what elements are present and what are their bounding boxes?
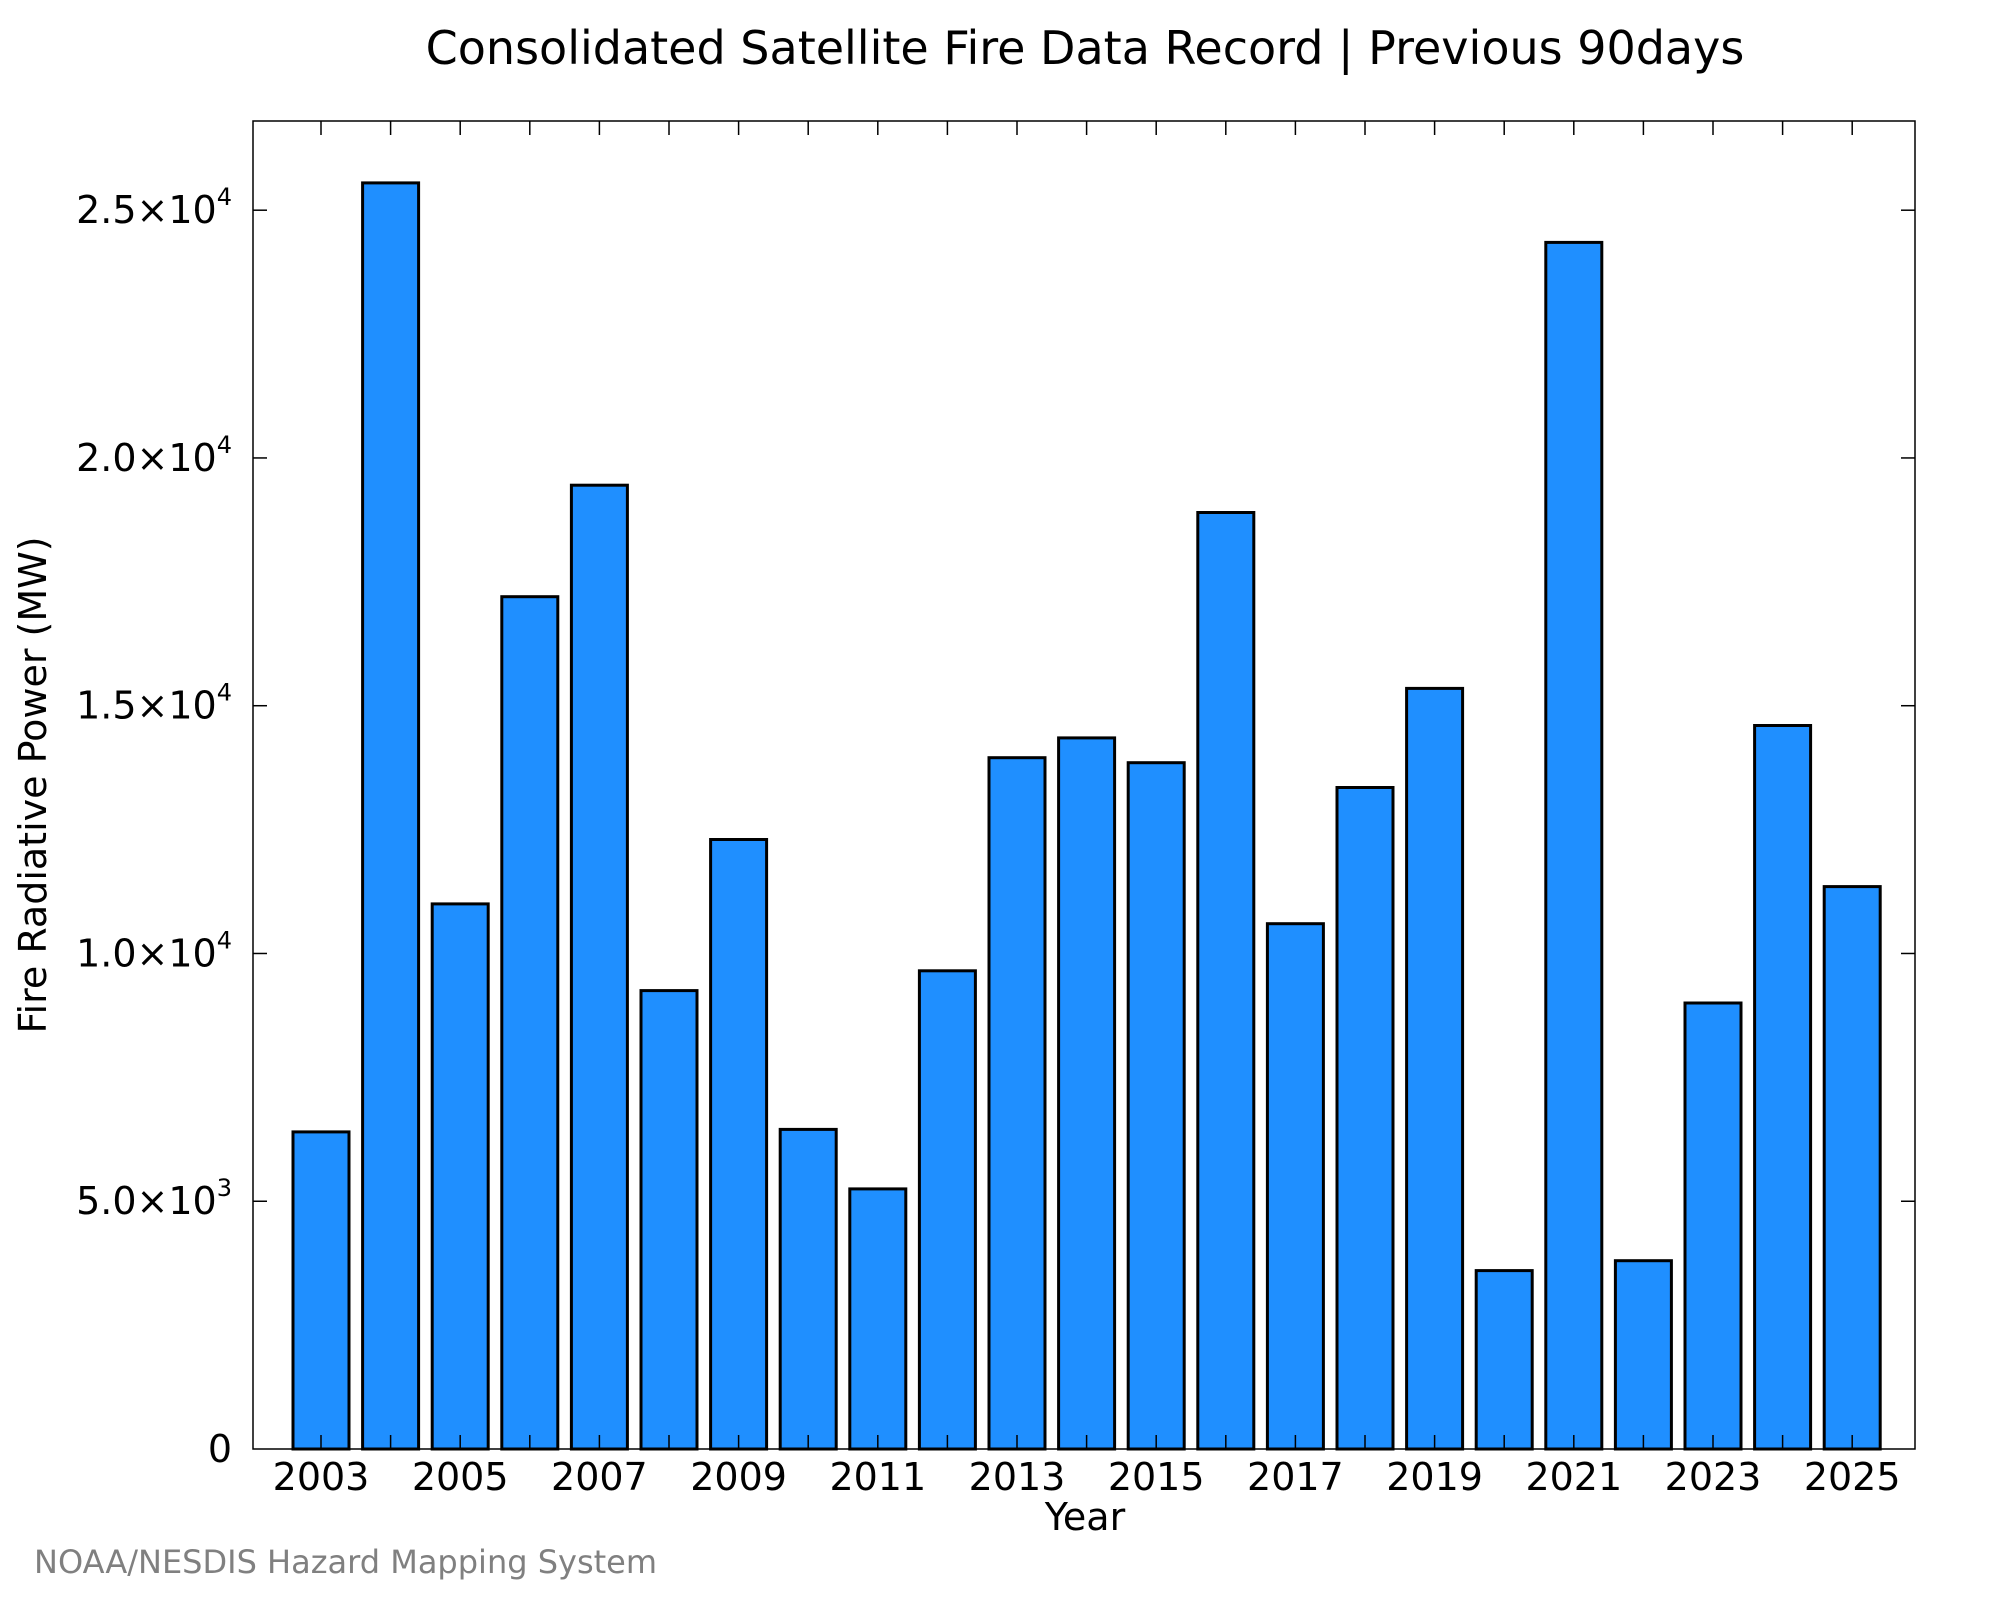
y-tick-label-20000: 2.0×104 [76,431,232,480]
bar-2017 [1265,922,1325,1451]
x-tick-label-2011: 2011 [829,1455,926,1499]
y-axis-label: Fire Radiative Power (MW) [11,536,55,1033]
bar-group [291,181,1882,1451]
x-tick-label-2021: 2021 [1525,1455,1622,1499]
bar-2019 [1405,686,1465,1451]
bar-2025 [1822,885,1882,1451]
y-axis-ticks: 0 5.0×103 1.0×104 1.5×104 2.0×104 2.5×104 [76,183,1915,1471]
bar-2021 [1544,240,1604,1451]
x-axis-ticks: 2003 2005 2007 2009 2011 2013 2015 2017 2019 2021… [273,121,1901,1499]
x-axis-label: Year [1044,1495,1126,1539]
y-tick-label-25000: 2.5×104 [76,183,232,232]
bar-2010 [778,1127,838,1451]
x-tick-label-2005: 2005 [412,1455,509,1499]
bar-2015 [1126,761,1186,1451]
y-tick-label-10000: 1.0×104 [76,926,232,975]
x-tick-label-2007: 2007 [551,1455,648,1499]
bar-2011 [848,1187,908,1451]
x-tick-label-2013: 2013 [969,1455,1066,1499]
bar-2016 [1196,511,1256,1451]
bar-2006 [500,595,560,1451]
bar-2004 [361,181,421,1451]
bar-2022 [1613,1259,1673,1451]
bar-2009 [709,838,769,1451]
chart-title: Consolidated Satellite Fire Data Record … [426,21,1745,76]
bar-2024 [1753,724,1813,1451]
credit-text: NOAA/NESDIS Hazard Mapping System [34,1543,657,1581]
x-tick-label-2025: 2025 [1804,1455,1901,1499]
y-tick-label-15000: 1.5×104 [76,679,232,728]
bar-2014 [1057,736,1117,1451]
x-tick-label-2003: 2003 [273,1455,370,1499]
x-tick-label-2009: 2009 [690,1455,787,1499]
bar-2012 [917,969,977,1451]
y-tick-label-5000: 5.0×103 [76,1174,232,1223]
y-tick-label-0: 0 [208,1427,232,1471]
bar-2008 [639,989,699,1451]
bar-2018 [1335,786,1395,1451]
x-tick-label-2017: 2017 [1247,1455,1344,1499]
bar-2003 [291,1130,351,1451]
bar-2005 [430,902,490,1451]
bar-2013 [987,756,1047,1451]
bar-2023 [1683,1001,1743,1451]
x-tick-label-2015: 2015 [1108,1455,1205,1499]
x-tick-label-2023: 2023 [1665,1455,1762,1499]
bar-2007 [569,483,629,1451]
bar-2020 [1474,1269,1534,1451]
x-tick-label-2019: 2019 [1386,1455,1483,1499]
